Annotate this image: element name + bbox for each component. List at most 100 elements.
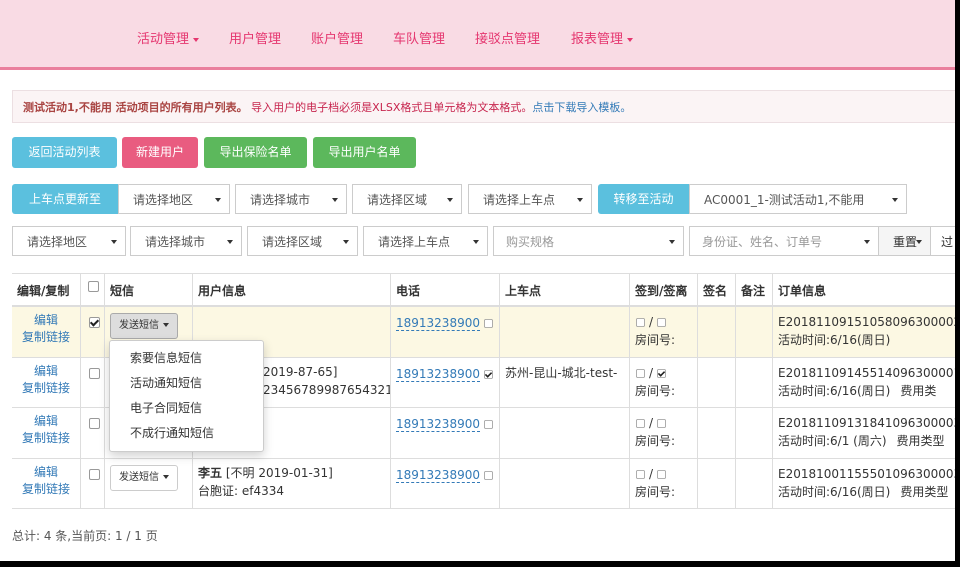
select[interactable]: 请选择城市 (130, 226, 242, 256)
phone-link[interactable]: 18913238900 (396, 468, 480, 484)
cell: 电话 (390, 274, 499, 305)
nav-item[interactable]: 车队管理 (393, 32, 446, 47)
new-user-button[interactable]: 新建用户 (122, 137, 198, 168)
cell (80, 357, 104, 408)
cell (697, 408, 735, 459)
nav-item[interactable]: 账户管理 (311, 32, 364, 47)
menu-item[interactable]: 电子合同短信 (130, 401, 203, 415)
table-row: 编辑复制链接 18913238900 / 房间号: E20181109131841096… (12, 407, 955, 459)
separator: / (649, 315, 654, 329)
checkbox[interactable] (88, 281, 99, 292)
copy-link[interactable]: 复制链接 (21, 380, 70, 395)
phone-link[interactable]: 18913238900 (396, 316, 480, 331)
copy-link[interactable]: 复制链接 (21, 330, 70, 344)
transfer-button[interactable]: 转移至活动 (598, 184, 689, 214)
checkbox[interactable] (657, 470, 666, 479)
sms-button[interactable]: 发送短信 (110, 465, 178, 492)
edit-link[interactable]: 编辑 (33, 414, 58, 429)
cell (80, 459, 104, 510)
checkin-line: / (635, 465, 692, 483)
user-detail: 台胞证: ef4334 (198, 484, 285, 499)
menu-item[interactable]: 活动通知短信 (130, 376, 203, 390)
cell: 编辑 复制链接 (12, 408, 80, 458)
select[interactable]: 请选择区域 (247, 226, 358, 256)
user-detail: 23456789987654321 (263, 382, 390, 397)
user-name: 李五 (198, 466, 223, 481)
search-input[interactable]: 身份证、姓名、订单号 (689, 226, 879, 256)
cell (735, 357, 772, 408)
checkbox[interactable] (636, 368, 645, 378)
export-button[interactable]: 导出用户名单 (313, 137, 416, 168)
order-number: E20181109131841096300003 (778, 416, 955, 431)
phone-link[interactable]: 18913238900 (396, 366, 480, 382)
cell: 18913238900 (390, 307, 499, 357)
activity-time: 活动时间:6/16(周日) (778, 383, 891, 398)
spec-input[interactable]: 购买规格 (493, 226, 684, 256)
nav-item[interactable]: 接驳点管理 (475, 32, 541, 47)
back-button[interactable]: 返回活动列表 (12, 137, 117, 168)
cell: 编辑 复制链接 (12, 307, 80, 357)
reset-button[interactable]: 重置 (878, 226, 931, 256)
search-button[interactable]: 过 (930, 226, 955, 256)
nav-item[interactable]: 活动管理 (137, 28, 199, 47)
checkbox[interactable] (484, 369, 493, 379)
checkbox[interactable] (484, 319, 493, 328)
edit-link[interactable]: 编辑 (33, 313, 58, 327)
select[interactable]: 请选择地区 (12, 226, 126, 256)
menu-item[interactable]: 索要信息短信 (130, 351, 203, 365)
select[interactable]: 请选择区域 (352, 184, 462, 214)
checkbox[interactable] (89, 367, 100, 379)
copy-link[interactable]: 复制链接 (21, 482, 70, 497)
edit-link[interactable]: 编辑 (33, 363, 58, 378)
export-button[interactable]: 导出保险名单 (204, 137, 307, 168)
cell (697, 459, 735, 510)
checkbox[interactable] (636, 318, 645, 327)
menu-item[interactable]: 不成行通知短信 (130, 426, 215, 440)
activity-time: 活动时间:6/16(周日) (778, 485, 891, 500)
cell: / 房间号: (629, 408, 697, 459)
table-row: 编辑复制链接 2019-87-65] 23456789987654321 189132… (12, 356, 955, 408)
checkbox[interactable] (657, 419, 666, 429)
checkbox[interactable] (636, 419, 645, 429)
cell (104, 408, 192, 459)
cell: E20181109151058096300002 活动时间:6/16(周日) (772, 307, 955, 357)
checkin-line: / (635, 364, 692, 382)
checkbox[interactable] (89, 317, 100, 328)
template-link[interactable]: 点击下载导入模板。 (532, 101, 632, 114)
order-number: E20181109151058096300002 (778, 315, 955, 329)
phone-link[interactable]: 18913238900 (396, 417, 480, 433)
cell: 发送短信 (104, 307, 192, 357)
edit-link[interactable]: 编辑 (33, 465, 58, 480)
select[interactable]: 请选择城市 (235, 184, 347, 214)
cell (499, 307, 629, 357)
checkbox[interactable] (657, 368, 666, 378)
checkbox[interactable] (89, 418, 100, 430)
sms-button[interactable]: 发送短信 (110, 313, 178, 339)
checkbox[interactable] (636, 470, 645, 479)
room-label: 房间号: (635, 485, 676, 500)
column-header: 电话 (396, 284, 421, 298)
select[interactable]: 请选择地区 (118, 184, 230, 214)
column-header: 用户信息 (198, 284, 247, 298)
select[interactable]: 请选择上车点 (468, 184, 592, 214)
select[interactable]: AC0001_1-测试活动1,不能用 (689, 184, 907, 214)
cell: 签名 (697, 274, 735, 305)
cell: 18913238900 (390, 459, 499, 510)
nav-item[interactable]: 用户管理 (229, 32, 282, 47)
checkbox[interactable] (484, 420, 493, 430)
separator: / (649, 467, 654, 482)
copy-link[interactable]: 复制链接 (21, 431, 70, 446)
column-header: 备注 (741, 284, 766, 298)
column-header: 上车点 (505, 284, 542, 298)
nav-item[interactable]: 报表管理 (571, 28, 633, 47)
select[interactable]: 请选择上车点 (363, 226, 488, 256)
activity-time: 活动时间:6/16(周日) (778, 333, 891, 347)
cell (104, 357, 192, 408)
checkbox[interactable] (89, 469, 100, 481)
checkbox[interactable] (484, 471, 493, 480)
checkbox[interactable] (657, 318, 666, 327)
alert-note: 导入用户的电子档必须是XLSX格式且单元格为文本格式。 (251, 101, 533, 114)
cell: E20181001155501096300003 活动时间:6/16(周日) 费用类… (772, 459, 955, 510)
user-detail: 2019-87-65] (263, 364, 338, 379)
order-number: E20181109145514096300001 (778, 365, 955, 380)
